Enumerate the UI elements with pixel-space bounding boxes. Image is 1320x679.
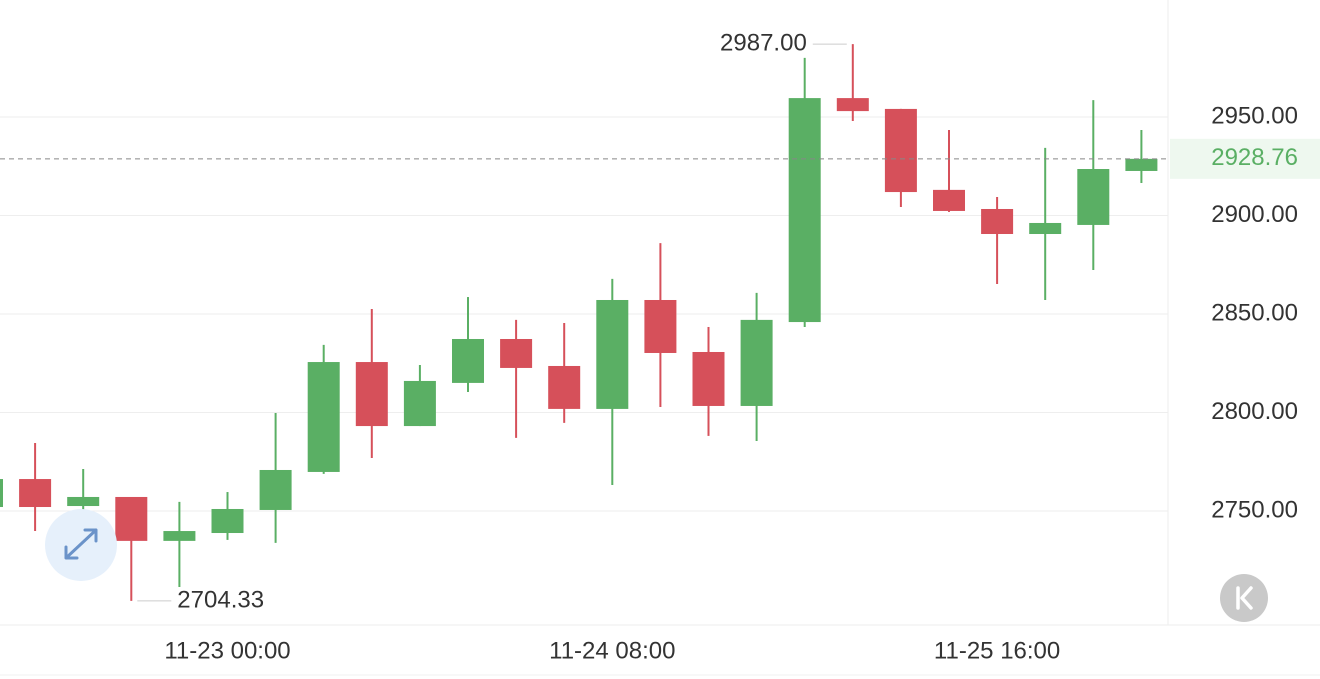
candle-body: [836, 98, 869, 112]
candle-body: [1029, 222, 1062, 235]
candle-body: [211, 508, 244, 534]
candle-body: [884, 108, 917, 193]
x-tick-label: 11-25 16:00: [934, 637, 1060, 664]
y-tick-label: 2850.00: [1211, 299, 1298, 326]
candle-body: [596, 299, 629, 409]
candle-body: [259, 469, 292, 510]
expand-button[interactable]: [45, 509, 117, 581]
candle-body: [115, 496, 148, 541]
candle-body: [67, 496, 100, 507]
candle-body: [307, 362, 340, 472]
candle-body: [163, 531, 196, 541]
candle-body: [500, 338, 533, 368]
candle-body: [19, 479, 52, 508]
extreme-label: 2704.33: [177, 586, 264, 613]
y-tick-label: 2950.00: [1211, 102, 1298, 129]
candle-body: [933, 189, 965, 211]
grid: [0, 116, 1168, 512]
candle-body: [692, 351, 725, 406]
back-to-latest-button[interactable]: [1220, 574, 1268, 622]
last-price-badge: [1170, 138, 1320, 179]
y-tick-label: 2900.00: [1211, 201, 1298, 228]
candle-body: [403, 380, 436, 427]
candle-body: [740, 319, 773, 406]
candle-body: [981, 208, 1014, 235]
candle-body: [548, 365, 581, 409]
candle-body: [355, 362, 388, 427]
x-tick-label: 11-23 00:00: [164, 637, 290, 664]
labels: 2750.00 2800.00 2850.00 2900.00 2950.00 2704.…: [0, 29, 1320, 664]
candle-body: [788, 98, 821, 323]
candle-body: [0, 479, 3, 508]
last-price-label: 2928.76: [1211, 144, 1298, 171]
x-tick-label: 11-24 08:00: [549, 637, 675, 664]
extreme-label: 2987.00: [720, 29, 807, 56]
candle-body: [1077, 169, 1110, 225]
y-tick-label: 2750.00: [1211, 496, 1298, 523]
candle-body: [1125, 158, 1158, 171]
y-tick-label: 2800.00: [1211, 398, 1298, 425]
candles: [0, 44, 1158, 601]
candle-body: [452, 338, 484, 383]
candle-body: [644, 299, 677, 353]
